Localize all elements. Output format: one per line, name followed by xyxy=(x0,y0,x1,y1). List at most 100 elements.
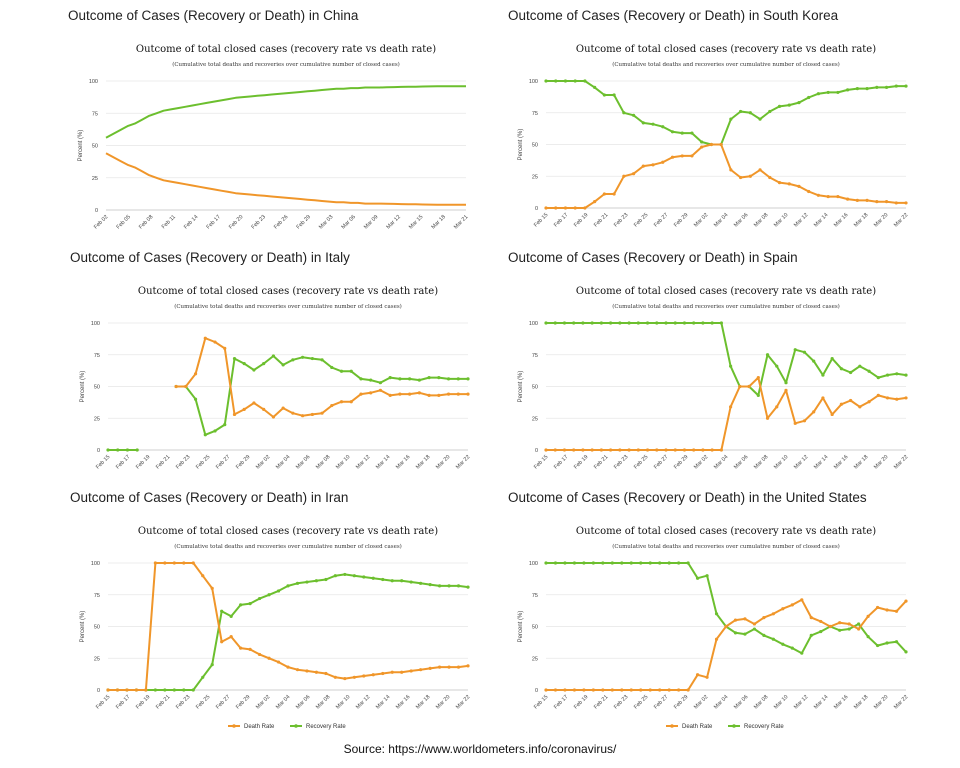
x-tick-label: Mar 04 xyxy=(713,694,729,710)
recovery-point xyxy=(220,609,224,613)
recovery-point xyxy=(562,321,567,325)
death-point xyxy=(705,675,709,679)
recovery-point xyxy=(582,561,586,565)
recovery-point xyxy=(203,433,207,437)
recovery-point xyxy=(849,370,853,375)
y-tick-label: 50 xyxy=(532,385,538,391)
x-tick-label: Mar 22 xyxy=(455,454,471,470)
death-point xyxy=(790,603,794,607)
recovery-point xyxy=(437,584,442,588)
x-tick-label: Mar 18 xyxy=(415,694,431,710)
recovery-point xyxy=(257,596,262,601)
y-axis-label: Percent (%) xyxy=(518,371,524,403)
recovery-point xyxy=(866,635,870,639)
x-tick-label: Mar 06 xyxy=(733,694,749,710)
x-tick-label: Mar 12 xyxy=(793,454,809,470)
x-tick-label: Feb 15 xyxy=(533,694,549,710)
recovery-point xyxy=(692,321,696,325)
x-tick-label: Feb 25 xyxy=(633,694,649,710)
x-tick-label: Feb 15 xyxy=(533,454,549,470)
x-tick-label: Feb 15 xyxy=(533,212,549,228)
x-tick-label: Feb 27 xyxy=(653,212,669,228)
legend-label-recovery: Recovery Rate xyxy=(744,724,784,730)
recovery-point xyxy=(826,90,830,95)
x-tick-label: Mar 16 xyxy=(833,212,849,228)
x-tick-label: Mar 14 xyxy=(375,694,391,710)
recovery-point xyxy=(602,93,606,97)
chart-subtitle: (Cumulative total deaths and recoveries … xyxy=(174,543,402,550)
death-point xyxy=(174,384,178,389)
panel-spain: Outcome of Cases (Recovery or Death) in … xyxy=(508,250,960,486)
recovery-point xyxy=(631,113,636,117)
death-point xyxy=(305,669,309,673)
death-point xyxy=(300,414,305,418)
death-point xyxy=(252,401,256,405)
y-tick-label: 0 xyxy=(535,448,538,454)
chart-title: Outcome of total closed cases (recovery … xyxy=(576,286,876,297)
recovery-rate-line xyxy=(546,322,907,397)
y-tick-label: 0 xyxy=(95,208,98,214)
x-tick-label: Feb 02 xyxy=(93,214,109,230)
x-tick-label: Feb 27 xyxy=(215,454,231,470)
recovery-point xyxy=(894,640,899,644)
death-point xyxy=(466,392,470,396)
death-point xyxy=(802,419,807,423)
death-point xyxy=(800,598,804,602)
recovery-point xyxy=(885,373,890,377)
recovery-point xyxy=(116,448,120,452)
death-point xyxy=(330,403,334,408)
x-tick-label: Feb 21 xyxy=(155,454,171,470)
recovery-point xyxy=(229,614,233,618)
recovery-point xyxy=(437,376,441,380)
legend-marker-death xyxy=(232,724,236,728)
x-tick-label: Mar 20 xyxy=(435,454,451,470)
x-tick-label: Feb 21 xyxy=(593,212,609,228)
recovery-point xyxy=(895,372,899,376)
death-point xyxy=(602,192,606,196)
recovery-point xyxy=(622,111,626,115)
recovery-point xyxy=(667,561,671,565)
death-point xyxy=(709,142,714,147)
death-point xyxy=(563,688,567,692)
x-tick-label: Feb 11 xyxy=(161,214,177,230)
panel-south-korea: Outcome of Cases (Recovery or Death) in … xyxy=(508,8,960,244)
y-tick-label: 25 xyxy=(92,176,98,182)
death-point xyxy=(184,384,188,389)
recovery-point xyxy=(572,321,576,325)
death-rate-line xyxy=(546,376,907,451)
death-point xyxy=(456,392,460,396)
chart-title: Outcome of total closed cases (recovery … xyxy=(136,44,436,55)
x-tick-label: Feb 29 xyxy=(235,694,251,710)
x-tick-label: Feb 21 xyxy=(593,454,609,470)
death-point xyxy=(583,206,587,210)
recovery-point xyxy=(904,650,908,654)
death-point xyxy=(866,614,870,618)
recovery-point xyxy=(884,85,889,89)
x-tick-label: Mar 16 xyxy=(395,694,411,710)
recovery-point xyxy=(701,321,705,325)
death-point xyxy=(738,175,743,180)
death-point xyxy=(262,407,266,411)
x-tick-label: Mar 04 xyxy=(713,454,729,470)
x-tick-label: Feb 15 xyxy=(95,454,111,470)
recovery-point xyxy=(553,561,558,565)
legend-label-recovery: Recovery Rate xyxy=(306,724,346,730)
x-tick-label: Mar 10 xyxy=(773,454,789,470)
x-tick-label: Mar 09 xyxy=(363,214,379,230)
recovery-point xyxy=(106,448,110,452)
death-point xyxy=(193,372,198,376)
death-point xyxy=(758,168,762,172)
death-point xyxy=(885,608,889,612)
recovery-point xyxy=(125,448,130,452)
death-point xyxy=(724,624,728,629)
recovery-point xyxy=(362,575,366,579)
recovery-point xyxy=(210,663,214,667)
death-point xyxy=(572,688,577,692)
panel-italy: Outcome of Cases (Recovery or Death) in … xyxy=(70,250,540,486)
recovery-point xyxy=(248,602,252,606)
recovery-point xyxy=(339,369,344,373)
death-point xyxy=(201,574,205,578)
y-tick-label: 100 xyxy=(529,321,538,327)
x-tick-label: Mar 18 xyxy=(853,454,869,470)
recovery-point xyxy=(620,561,624,565)
